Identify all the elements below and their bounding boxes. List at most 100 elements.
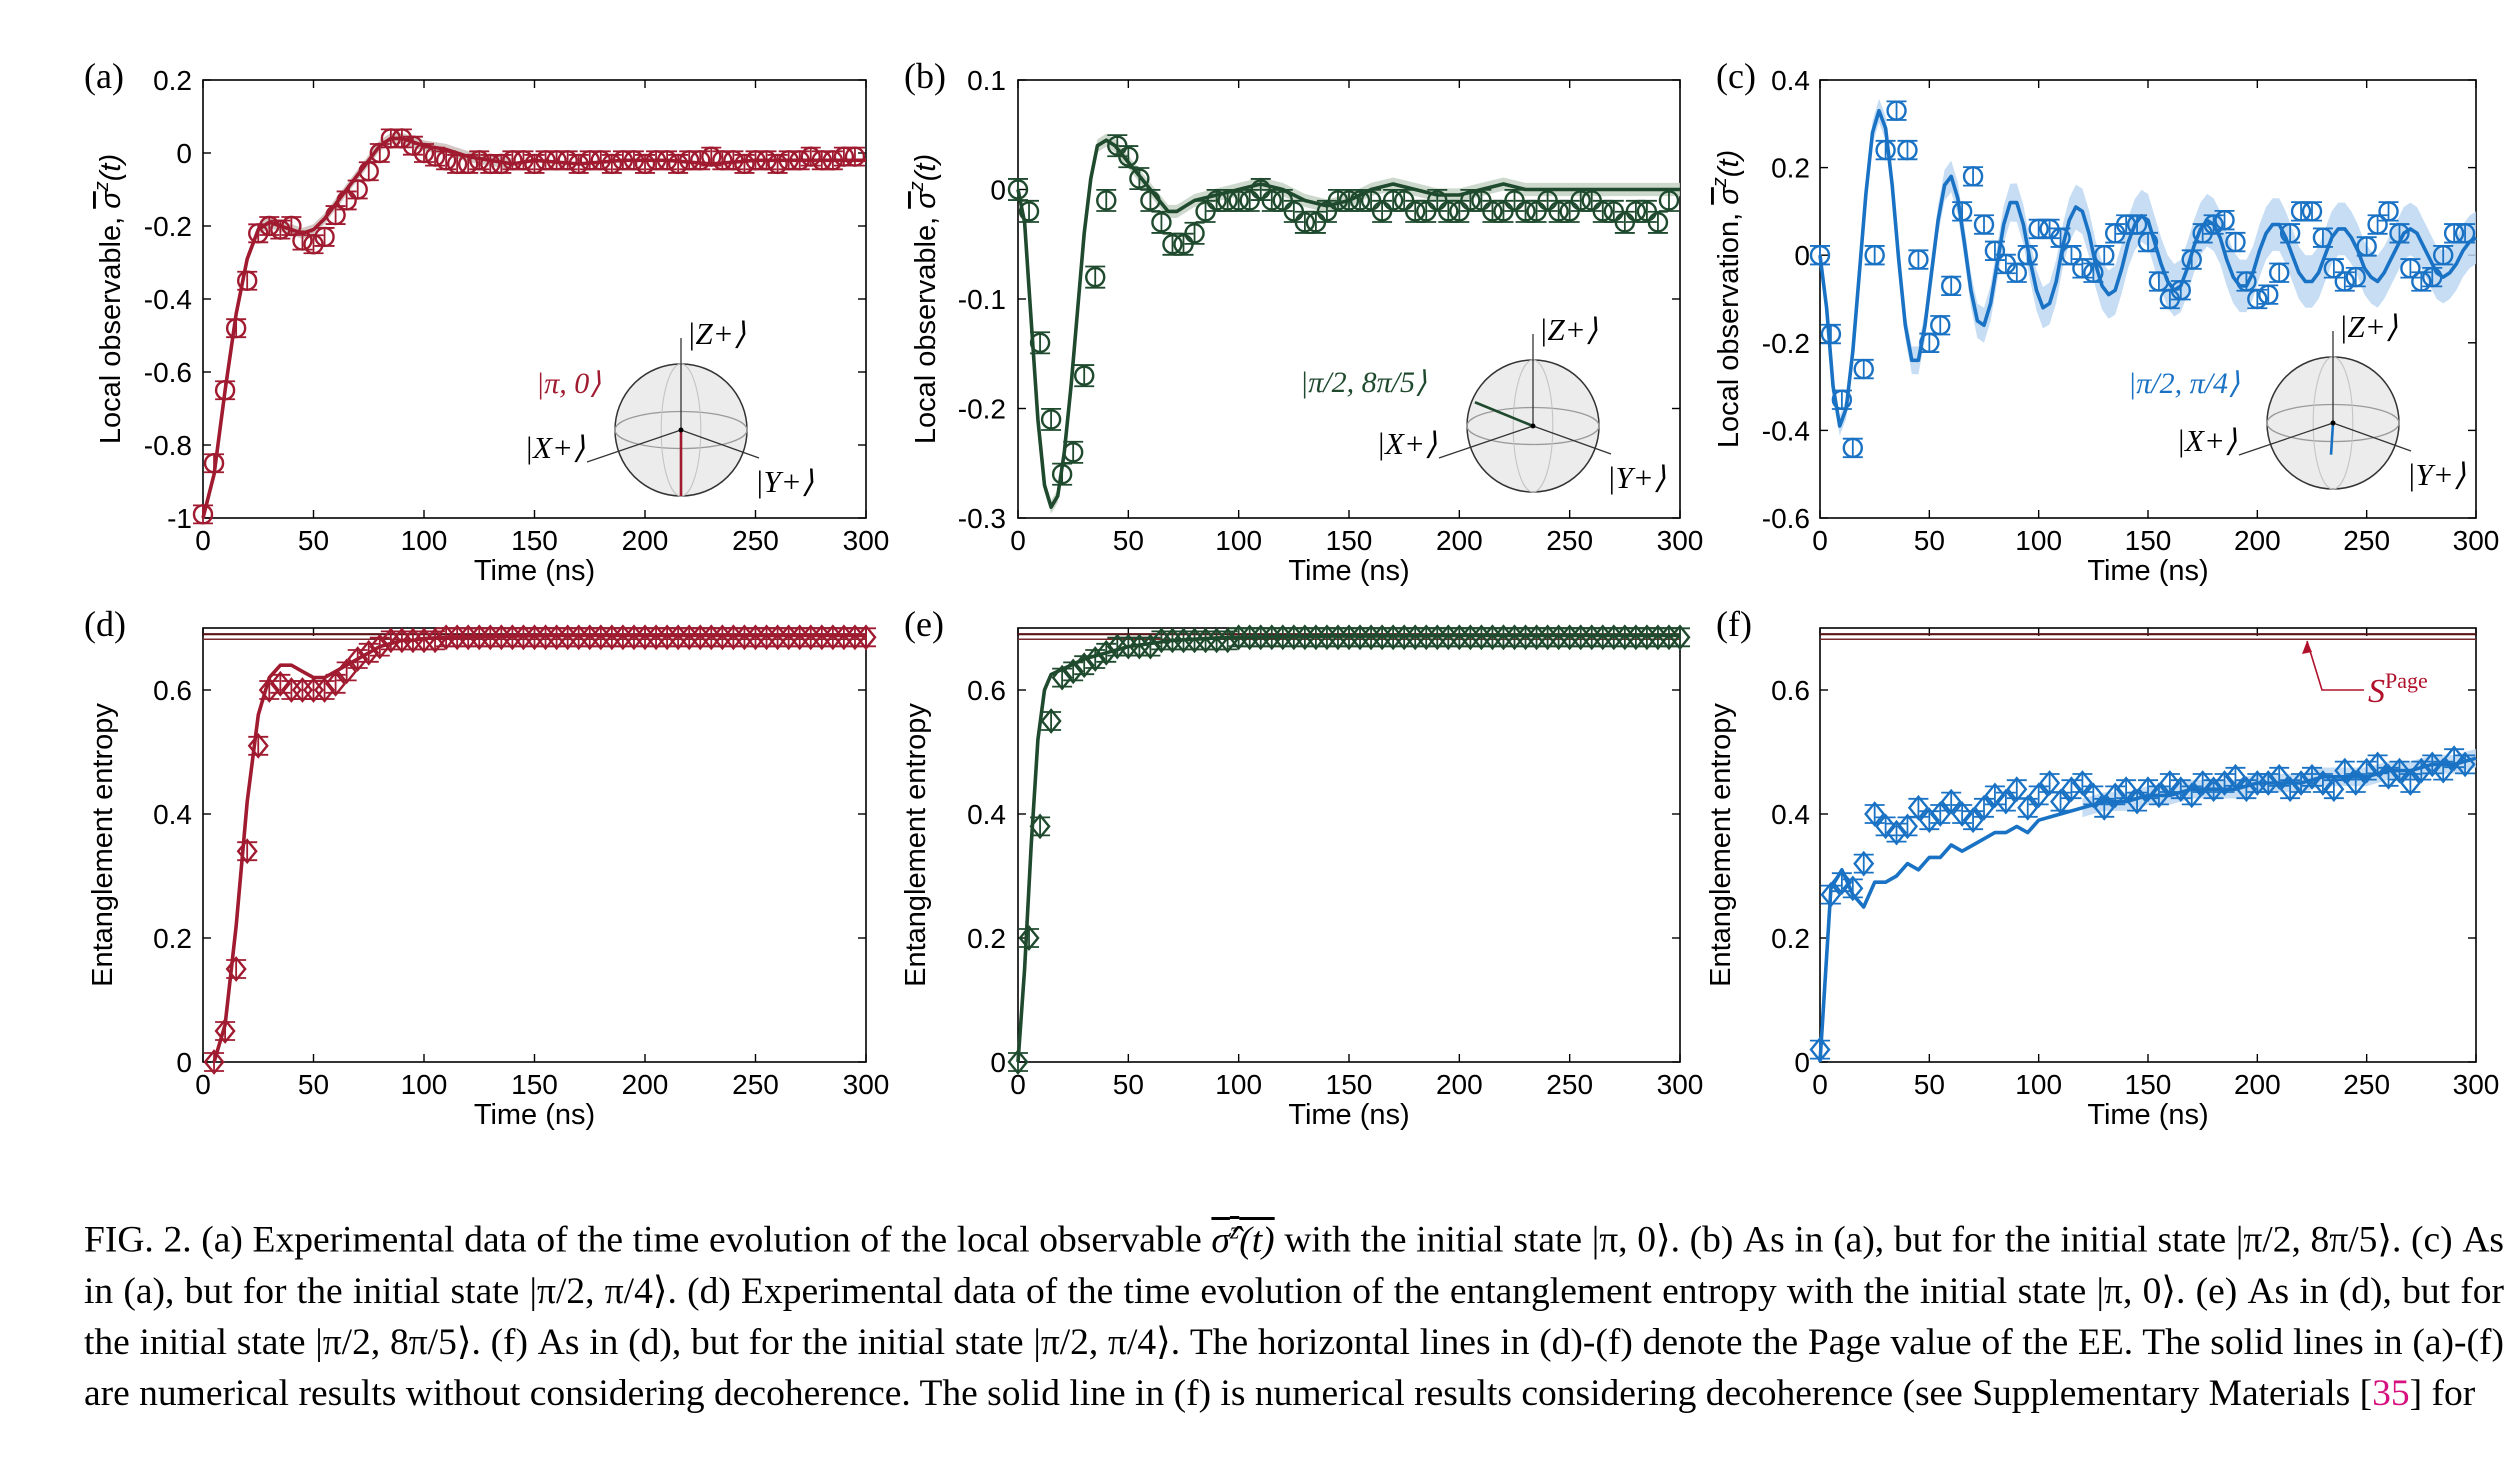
diamond-marker [313, 677, 336, 703]
panel-a: 0 50 100 150 200 250 300 -1 -0.8 -0.6 -0.4 -0.2 0 0.2… [84, 56, 889, 587]
y-tick-label: 0.4 [967, 799, 1006, 830]
diamond-marker [2334, 757, 2356, 784]
data-point [2028, 218, 2049, 240]
ket-y-label: |Y+⟩ [755, 464, 814, 499]
data-point [1853, 850, 1875, 877]
diamond-marker [1864, 801, 1886, 827]
diamond-marker [1084, 646, 1106, 672]
y-tick-label: 0.4 [1771, 65, 1810, 96]
data-point [2301, 201, 2323, 222]
y-tick-label: -0.2 [1762, 328, 1810, 359]
data-point [225, 318, 247, 339]
data-point [1228, 188, 1249, 212]
data-point [2060, 776, 2083, 803]
circle-marker [491, 153, 512, 175]
data-point [1062, 440, 1084, 464]
data-point [844, 146, 866, 167]
diamond-marker [1669, 624, 1691, 651]
circle-marker [1096, 190, 1117, 211]
y-axis-label-arg: (t) [1713, 150, 1745, 177]
circle-marker [723, 150, 744, 171]
circle-marker [2072, 258, 2093, 279]
circle-marker [1658, 190, 1680, 211]
data-point [800, 146, 821, 167]
circle-marker [2301, 201, 2323, 222]
x-tick-label: 200 [2234, 525, 2281, 556]
diamond-marker [225, 956, 247, 982]
x-axis-label: Time (ns) [474, 1099, 595, 1131]
circle-marker [1085, 266, 1106, 288]
data-point [2411, 271, 2432, 292]
data-point [1349, 188, 1371, 212]
circle-marker [1875, 139, 1896, 161]
data-point [1018, 925, 1040, 951]
circle-marker [1349, 190, 1371, 211]
circle-marker [612, 150, 634, 171]
data-point [723, 150, 744, 171]
data-point [2443, 745, 2465, 772]
x-tick-label: 200 [1436, 1069, 1483, 1100]
circle-marker [2411, 271, 2432, 292]
circle-marker [2006, 262, 2028, 283]
y-tick-label: 0.6 [967, 675, 1006, 706]
y-tick-label: -0.6 [144, 357, 192, 388]
circle-marker [789, 150, 810, 171]
bloch-x-axis [586, 429, 682, 463]
caption-text: FIG. 2. (a) Experimental data of the tim… [84, 1206, 2504, 1419]
x-tick-label: 100 [2015, 525, 2062, 556]
diamond-marker [1885, 819, 1908, 846]
circle-marker [281, 215, 302, 237]
circle-marker [1984, 240, 2006, 262]
y-axis-label: Entanglement entropy [900, 703, 932, 987]
data-point [734, 153, 755, 175]
circle-marker [347, 179, 368, 200]
caption-reference-link[interactable]: 35 [2372, 1372, 2410, 1414]
diamond-marker [1217, 627, 1239, 654]
circle-marker [225, 318, 247, 339]
data-point [2279, 223, 2301, 244]
circle-marker [2378, 201, 2399, 222]
data-point [2224, 763, 2247, 790]
x-axis-label: Time (ns) [2087, 1099, 2208, 1131]
ket-x-label: |X+⟩ [525, 430, 585, 465]
data-point [2082, 782, 2104, 809]
diamond-marker [358, 639, 380, 666]
x-tick-label: 300 [843, 525, 890, 556]
data-point [2236, 271, 2257, 292]
data-point [1096, 188, 1117, 212]
diamond-marker [2367, 751, 2389, 778]
data-point [1139, 633, 1161, 660]
y-tick-label: -0.2 [958, 394, 1006, 425]
circle-marker [1140, 190, 1161, 211]
data-point [2290, 201, 2312, 222]
circle-marker [767, 153, 788, 175]
panel-label: (c) [1716, 56, 1756, 96]
x-tick-label: 50 [298, 1069, 329, 1100]
data-point [590, 150, 611, 171]
diamond-marker [1853, 850, 1875, 877]
circle-marker [778, 150, 799, 171]
data-point [1820, 323, 1842, 345]
data-point [2454, 751, 2476, 778]
diamond-marker [1051, 664, 1073, 691]
circle-marker [1294, 212, 1316, 233]
data-point [1217, 627, 1239, 654]
y-tick-label: -0.2 [144, 211, 192, 242]
bloch-center [678, 427, 684, 433]
panel-e: 0 50 100 150 200 250 300 0 0.2 0.4 0.6 Time (ns) Ent… [900, 604, 1703, 1131]
initial-state-label: |π/2, π/4⟩ [2128, 367, 2240, 400]
circle-marker [1040, 409, 1062, 430]
circle-marker [2028, 218, 2049, 240]
diamond-marker [1896, 813, 1919, 840]
circle-marker [1570, 190, 1591, 211]
data-point [2006, 262, 2028, 283]
circle-marker [192, 504, 214, 525]
circle-marker [535, 150, 556, 171]
data-point [1603, 199, 1625, 223]
x-tick-label: 300 [1657, 525, 1704, 556]
circle-marker [2126, 214, 2148, 235]
circle-marker [413, 142, 435, 164]
y-axis-label-symbol: σ [95, 190, 127, 209]
data-point [1669, 624, 1691, 651]
circle-marker [2290, 201, 2312, 222]
